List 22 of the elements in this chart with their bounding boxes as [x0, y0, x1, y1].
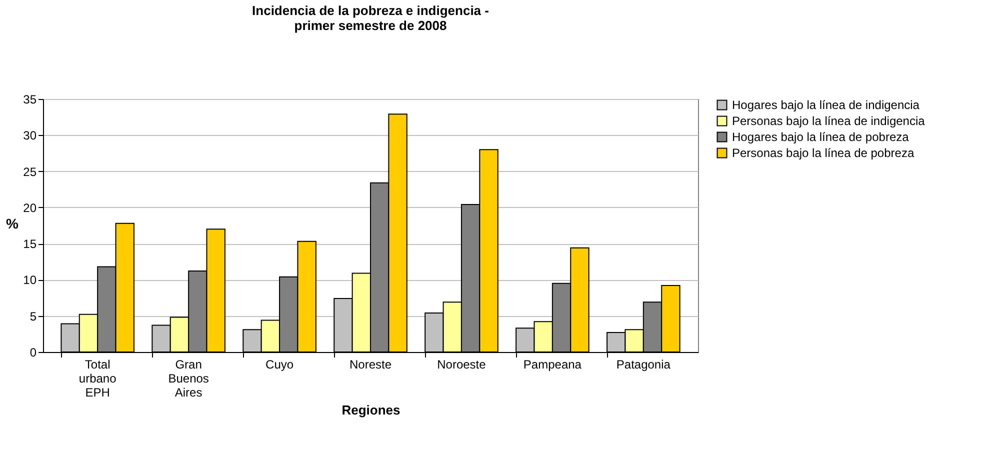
y-tick-label: 0	[30, 346, 37, 360]
y-tick-label: 15	[23, 237, 37, 252]
x-tick-label: Noroeste	[437, 358, 486, 372]
x-tick-label: Noreste	[349, 358, 392, 372]
x-tick-label: Total urbano EPH	[78, 358, 117, 400]
y-tick-label: 20	[23, 200, 37, 215]
y-tick-label: 25	[23, 164, 37, 179]
x-tick-label: Gran Buenos Aires	[168, 358, 209, 400]
legend-label: Hogares bajo la línea de indigencia	[732, 98, 920, 112]
legend-label: Hogares bajo la línea de pobreza	[732, 130, 910, 144]
legend-label: Personas bajo la línea de indigencia	[732, 114, 926, 128]
chart-title: Incidencia de la pobreza e indigencia - primer semestre de 2008	[252, 3, 489, 33]
x-tick-label: Cuyo	[266, 358, 294, 372]
y-axis-title: %	[6, 216, 20, 232]
x-tick-label: Patagonia	[616, 358, 671, 372]
x-axis-title: Regiones	[342, 402, 400, 418]
y-tick-label: 5	[30, 309, 37, 324]
x-tick-label: Pampeana	[523, 358, 582, 372]
legend-label: Personas bajo la línea de pobreza	[732, 146, 914, 160]
y-tick-label: 10	[23, 273, 37, 288]
y-tick-label: 35	[23, 92, 37, 106]
y-tick-label: 30	[23, 128, 37, 143]
